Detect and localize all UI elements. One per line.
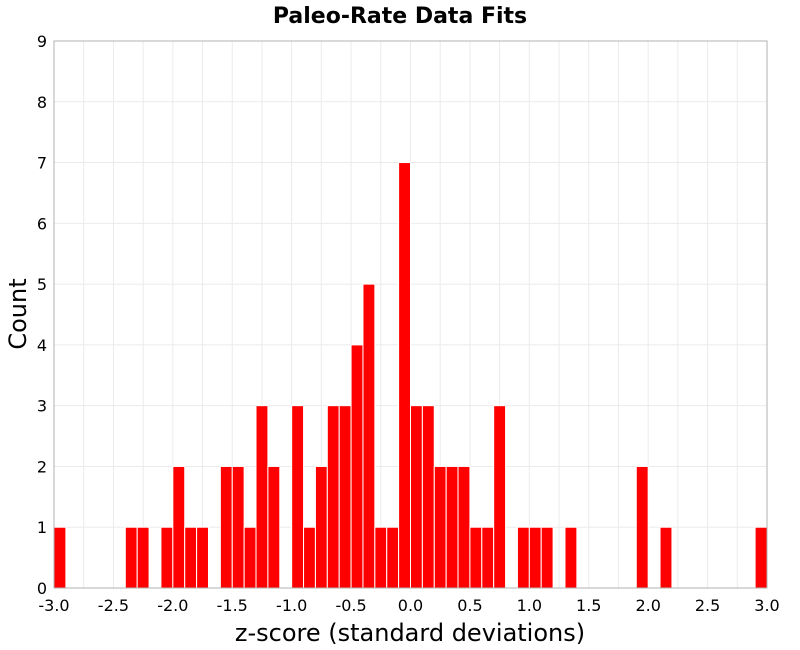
histogram-bar [53, 526, 67, 589]
histogram-bar [374, 526, 388, 589]
histogram-bar [421, 405, 435, 589]
histogram-bar [754, 526, 768, 589]
x-tick-label: -0.5 [335, 596, 366, 615]
histogram-bar [243, 526, 257, 589]
y-axis-label: Count [4, 278, 32, 349]
y-tick-label: 2 [37, 457, 47, 476]
histogram-bar [540, 526, 554, 589]
y-tick-label: 1 [37, 518, 47, 537]
x-tick-label: -2.0 [157, 596, 188, 615]
y-tick-label: 5 [37, 275, 47, 294]
histogram-bar [172, 465, 186, 589]
x-axis-ticks: -3.0 -2.5 -2.0 -1.5 -1.0 -0.5 0.0 0.5 1.0 1.5 2.0 2… [38, 596, 779, 615]
y-tick-label: 9 [37, 32, 47, 51]
x-tick-label: 2.0 [635, 596, 660, 615]
chart-title: Paleo-Rate Data Fits [273, 4, 527, 29]
x-tick-label: 2.5 [695, 596, 720, 615]
histogram-bar [386, 526, 400, 589]
y-tick-label: 6 [37, 214, 47, 233]
histogram-bar [255, 405, 269, 589]
histogram-bar [469, 526, 483, 589]
histogram-bar [219, 465, 233, 589]
histogram-bar [564, 526, 578, 589]
x-tick-label: -1.0 [276, 596, 307, 615]
histogram-bar [231, 465, 245, 589]
x-axis-label: z-score (standard deviations) [235, 619, 585, 647]
histogram-bar [445, 465, 459, 589]
x-tick-label: 1.0 [517, 596, 542, 615]
x-tick-label: 0.5 [457, 596, 482, 615]
histogram-bar [184, 526, 198, 589]
x-tick-label: 3.0 [754, 596, 779, 615]
histogram-bar [314, 465, 328, 589]
histogram-bar [291, 405, 305, 589]
y-tick-label: 0 [37, 579, 47, 598]
x-tick-label: -1.5 [217, 596, 248, 615]
x-tick-label: 1.5 [576, 596, 601, 615]
plot-frame [53, 40, 768, 589]
histogram-bar [410, 405, 423, 589]
x-tick-label: 0.0 [398, 596, 423, 615]
histogram-bar [635, 465, 649, 589]
histogram-bar [433, 465, 447, 589]
x-tick-label: -2.5 [98, 596, 129, 615]
y-tick-label: 3 [37, 397, 47, 416]
x-tick-label: -3.0 [38, 596, 69, 615]
histogram-bar [457, 465, 471, 589]
histogram-bar [303, 526, 316, 589]
y-axis-ticks: 0 1 2 3 4 5 6 7 8 9 [37, 32, 47, 598]
histogram-bar [362, 283, 376, 589]
histogram-bar [267, 465, 281, 589]
histogram-bar [493, 405, 507, 589]
histogram-bar [516, 526, 530, 589]
histogram-bar [136, 526, 150, 589]
histogram-bar [481, 526, 495, 589]
histogram-bar [338, 405, 352, 589]
histogram-bar [196, 526, 209, 589]
histogram-bar [350, 344, 364, 589]
y-tick-label: 4 [37, 336, 47, 355]
y-tick-label: 7 [37, 154, 47, 173]
histogram-bar [659, 526, 673, 589]
histogram-bar [326, 405, 340, 589]
y-tick-label: 8 [37, 93, 47, 112]
histogram-bar [124, 526, 138, 589]
bars-group [53, 162, 768, 589]
histogram-bar [528, 526, 542, 589]
histogram-bar [398, 162, 412, 589]
histogram-bar [160, 526, 174, 589]
